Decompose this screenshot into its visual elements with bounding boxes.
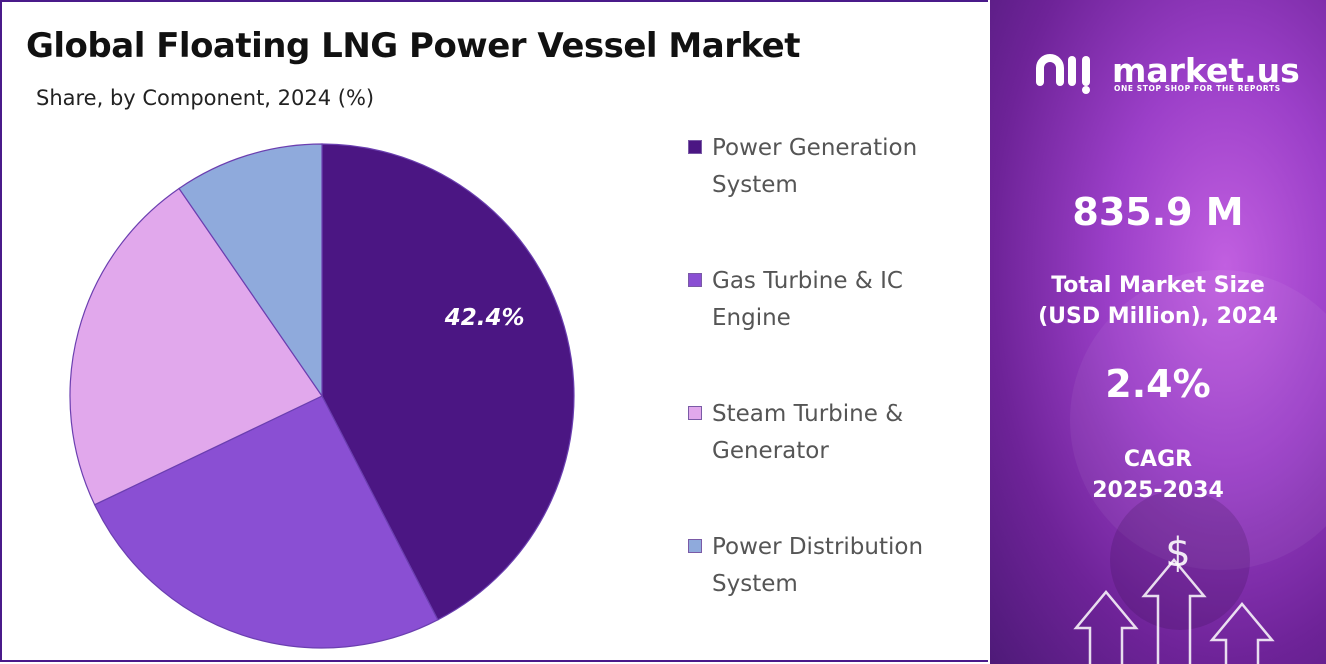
chart-subtitle: Share, by Component, 2024 (%) bbox=[36, 86, 375, 110]
legend-item: Gas Turbine & IC Engine bbox=[688, 263, 978, 396]
dollar-icon: $ bbox=[1165, 530, 1190, 576]
cagr-label: CAGR 2025-2034 bbox=[990, 444, 1326, 506]
cagr-label-line1: CAGR bbox=[1123, 447, 1193, 472]
legend-label: Power Generation System bbox=[712, 135, 918, 198]
market-size-label: Total Market Size (USD Million), 2024 bbox=[990, 270, 1326, 332]
svg-text:$: $ bbox=[1165, 530, 1190, 576]
legend-swatch bbox=[688, 406, 702, 420]
legend-swatch bbox=[688, 539, 702, 553]
legend-swatch bbox=[688, 273, 702, 287]
page-title: Global Floating LNG Power Vessel Market bbox=[26, 26, 800, 66]
pie-slice bbox=[93, 395, 439, 649]
chart-panel: Global Floating LNG Power Vessel Market … bbox=[0, 0, 988, 662]
brand-tagline: ONE STOP SHOP FOR THE REPORTS bbox=[1114, 84, 1281, 93]
cagr-label-line2: 2025-2034 bbox=[1092, 478, 1224, 503]
legend-label: Steam Turbine & Generator bbox=[712, 401, 904, 464]
pie-slice bbox=[321, 143, 575, 621]
pie-slice bbox=[178, 143, 323, 398]
background-decor: $ bbox=[1070, 270, 1326, 664]
legend-item: Power Distribution System bbox=[688, 529, 978, 662]
legend-item: Steam Turbine & Generator bbox=[688, 396, 978, 529]
arrow-up-icon bbox=[1073, 558, 1275, 664]
market-size-label-line1: Total Market Size bbox=[1051, 273, 1265, 298]
legend-label: Gas Turbine & IC Engine bbox=[712, 268, 903, 331]
market-us-logo-icon bbox=[1036, 54, 1090, 94]
cagr-value: 2.4% bbox=[1105, 362, 1211, 406]
chart-legend: Power Generation System Gas Turbine & IC… bbox=[688, 130, 978, 662]
legend-item: Power Generation System bbox=[688, 130, 978, 263]
legend-swatch bbox=[688, 140, 702, 154]
pie-slice bbox=[69, 187, 323, 506]
pie-chart: 42.4% bbox=[69, 143, 575, 649]
legend-label: Power Distribution System bbox=[712, 534, 924, 597]
summary-panel: $ market.us ONE STOP SHOP FOR THE REPORT… bbox=[990, 0, 1326, 664]
market-size-value: 835.9 M bbox=[1072, 190, 1244, 234]
brand-name: market.us bbox=[1112, 51, 1300, 90]
market-size-label-line2: (USD Million), 2024 bbox=[1038, 304, 1278, 329]
pie-data-label: 42.4% bbox=[444, 305, 525, 331]
brand-logo: market.us bbox=[1032, 46, 1300, 96]
